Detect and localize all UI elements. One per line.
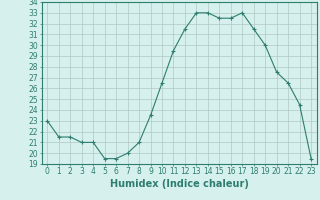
X-axis label: Humidex (Indice chaleur): Humidex (Indice chaleur) — [110, 179, 249, 189]
